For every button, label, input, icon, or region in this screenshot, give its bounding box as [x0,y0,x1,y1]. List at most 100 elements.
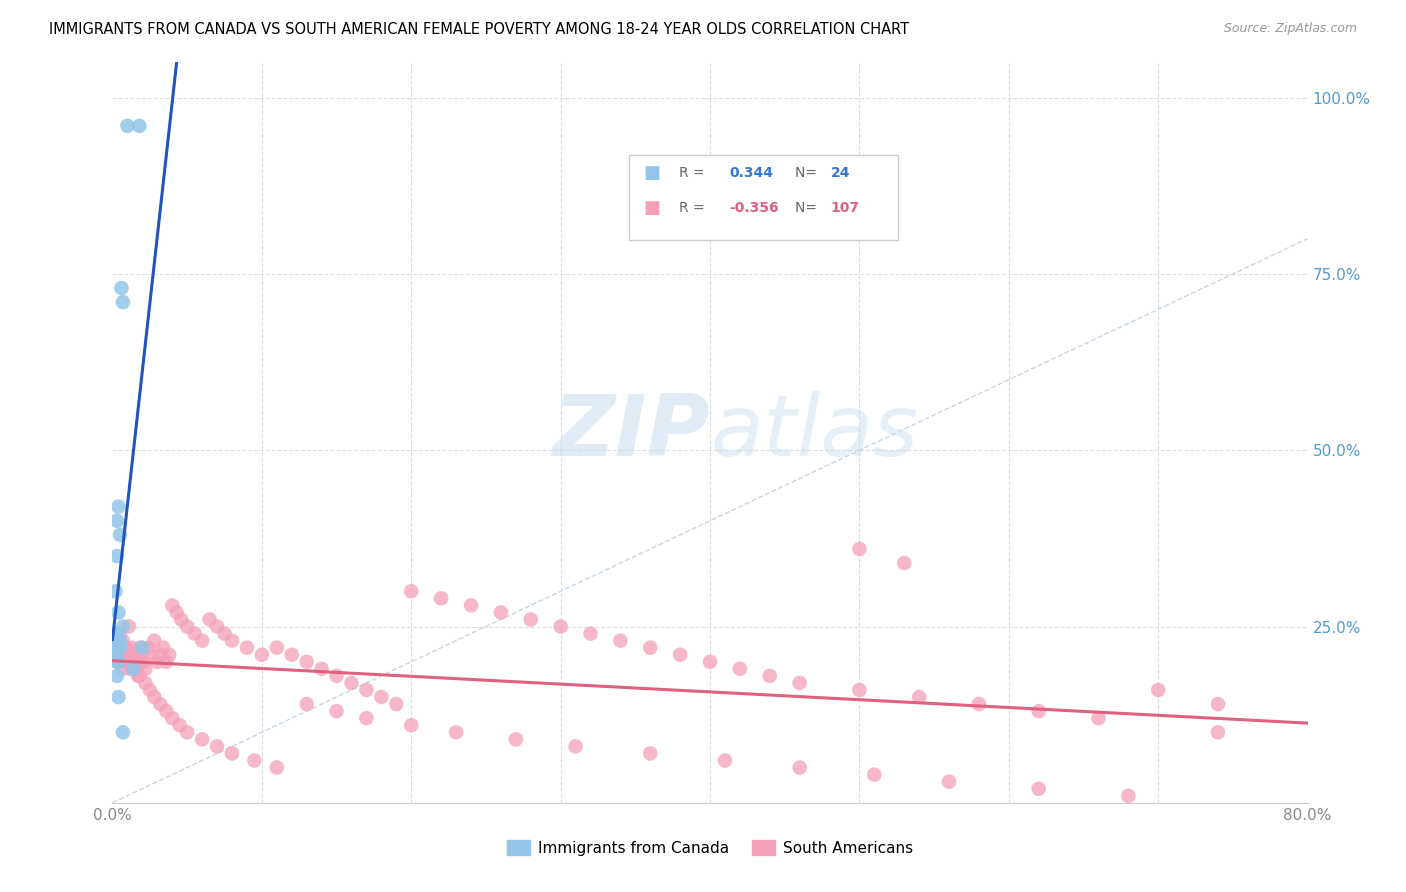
Point [149,697,172,711]
Point [120,662,142,676]
Point [117,655,139,669]
Point [266,760,288,774]
Point [728,662,751,676]
Point [370,690,392,704]
Text: -0.356: -0.356 [730,202,779,215]
Point [401,584,423,599]
Point [183,626,205,640]
Text: 0.344: 0.344 [730,167,773,180]
Point [132,655,155,669]
Point [146,655,169,669]
Point [127,669,149,683]
Point [108,633,131,648]
Point [789,760,811,774]
Point [157,648,180,662]
Point [108,640,131,655]
Point [108,528,131,542]
Point [114,640,135,655]
Point [107,606,129,620]
Point [166,606,188,620]
Point [340,676,363,690]
Point [121,640,143,655]
Point [1206,725,1229,739]
Point [111,633,134,648]
Text: ■: ■ [643,164,659,183]
Point [128,655,150,669]
Point [1087,711,1109,725]
Point [107,633,129,648]
Point [295,655,318,669]
Point [250,648,273,662]
Point [107,648,129,662]
Point [191,732,214,747]
Text: ■: ■ [643,199,659,218]
Point [117,119,139,133]
Point [108,626,131,640]
Point [640,747,662,761]
Point [131,640,153,655]
Text: ZIP: ZIP [553,391,710,475]
Point [110,281,132,295]
Point [564,739,586,754]
Text: Source: ZipAtlas.com: Source: ZipAtlas.com [1223,22,1357,36]
Point [170,612,193,626]
Point [640,640,662,655]
Point [105,640,128,655]
Point [176,619,198,633]
Point [1028,704,1050,718]
Point [110,655,132,669]
Point [863,767,886,781]
Point [669,648,692,662]
Point [129,640,152,655]
Point [155,655,177,669]
Point [295,697,318,711]
Point [505,732,527,747]
Point [169,718,191,732]
Point [122,662,145,676]
Point [111,619,134,633]
Point [108,633,131,648]
Point [107,655,129,669]
Point [214,626,236,640]
Point [205,619,228,633]
Point [938,774,960,789]
Point [121,655,143,669]
Point [759,669,782,683]
Point [104,648,127,662]
Point [122,655,145,669]
Point [128,669,150,683]
Point [1028,781,1050,796]
Point [236,640,259,655]
Point [430,591,453,606]
Point [143,633,166,648]
Point [134,676,156,690]
Point [155,704,177,718]
Point [848,541,870,556]
Point [115,648,138,662]
Text: 107: 107 [831,202,859,215]
Point [111,662,134,676]
Point [152,640,174,655]
Point [124,662,146,676]
Point [111,725,134,739]
Point [107,500,129,514]
Point [908,690,931,704]
Text: R =: R = [679,202,709,215]
Point [176,725,198,739]
Point [243,754,266,768]
Point [104,640,127,655]
Point [311,662,333,676]
Point [266,640,288,655]
Point [105,549,128,563]
Point [198,612,221,626]
Point [139,683,162,698]
Point [1206,697,1229,711]
Text: 24: 24 [831,167,851,180]
Point [131,648,153,662]
Point [115,640,138,655]
Point [893,556,915,570]
Text: atlas: atlas [710,391,918,475]
Point [789,676,811,690]
Point [401,718,423,732]
Point [105,669,128,683]
